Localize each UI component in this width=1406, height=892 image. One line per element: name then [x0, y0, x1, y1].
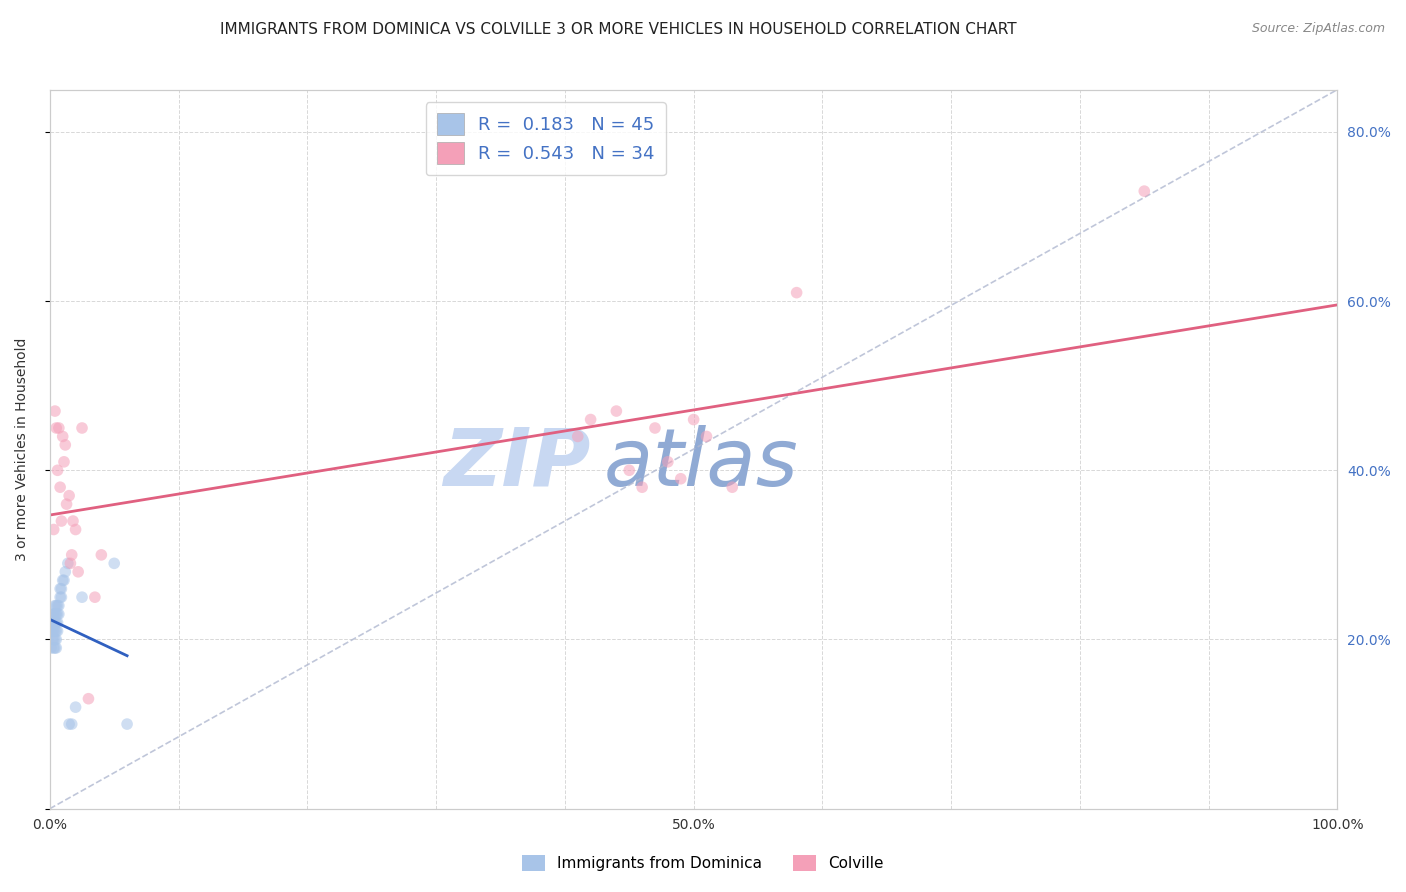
Point: [669, 472, 692, 486]
Point: [115, 717, 138, 731]
Point: [45, 615, 67, 630]
Point: [695, 429, 717, 443]
Point: [42, 632, 65, 647]
Point: [45, 632, 67, 647]
Point: [67, 565, 90, 579]
Point: [53, 565, 76, 579]
Point: [44, 632, 66, 647]
Text: Source: ZipAtlas.com: Source: ZipAtlas.com: [1251, 22, 1385, 36]
Point: [786, 285, 808, 300]
Point: [62, 514, 84, 528]
Point: [51, 514, 73, 528]
Point: [579, 412, 602, 426]
Point: [51, 582, 73, 596]
Point: [53, 574, 76, 588]
Point: [51, 590, 73, 604]
Point: [45, 640, 67, 655]
Point: [682, 412, 704, 426]
Text: ZIP: ZIP: [443, 425, 591, 502]
Point: [44, 607, 66, 621]
Point: [70, 590, 93, 604]
Point: [721, 480, 744, 494]
Point: [44, 615, 66, 630]
Y-axis label: 3 or more Vehicles in Household: 3 or more Vehicles in Household: [15, 337, 30, 561]
Point: [44, 624, 66, 638]
Point: [59, 557, 82, 571]
Point: [77, 691, 100, 706]
Point: [60, 548, 83, 562]
Point: [41, 624, 63, 638]
Point: [39, 624, 62, 638]
Point: [644, 421, 666, 435]
Point: [53, 455, 76, 469]
Point: [44, 404, 66, 418]
Point: [42, 615, 65, 630]
Point: [56, 557, 79, 571]
Point: [46, 624, 69, 638]
Point: [46, 599, 69, 613]
Point: [65, 523, 87, 537]
Point: [49, 590, 72, 604]
Point: [48, 421, 70, 435]
Point: [49, 480, 72, 494]
Point: [619, 463, 641, 477]
Point: [90, 548, 112, 562]
Point: [46, 607, 69, 621]
Point: [46, 615, 69, 630]
Point: [49, 582, 72, 596]
Point: [46, 463, 69, 477]
Point: [41, 632, 63, 647]
Point: [52, 574, 75, 588]
Point: [44, 640, 66, 655]
Point: [41, 615, 63, 630]
Point: [657, 455, 679, 469]
Legend: Immigrants from Dominica, Colville: Immigrants from Dominica, Colville: [516, 849, 890, 877]
Legend: R =  0.183   N = 45, R =  0.543   N = 34: R = 0.183 N = 45, R = 0.543 N = 34: [426, 103, 665, 175]
Point: [53, 438, 76, 452]
Point: [83, 590, 105, 604]
Point: [605, 404, 627, 418]
Point: [52, 429, 75, 443]
Point: [41, 607, 63, 621]
Point: [42, 624, 65, 638]
Point: [42, 523, 65, 537]
Point: [39, 615, 62, 630]
Point: [70, 421, 93, 435]
Point: [45, 599, 67, 613]
Point: [60, 717, 83, 731]
Point: [55, 497, 77, 511]
Point: [58, 717, 80, 731]
Point: [45, 421, 67, 435]
Point: [42, 615, 65, 630]
Point: [42, 607, 65, 621]
Text: atlas: atlas: [603, 425, 799, 502]
Point: [58, 489, 80, 503]
Text: IMMIGRANTS FROM DOMINICA VS COLVILLE 3 OR MORE VEHICLES IN HOUSEHOLD CORRELATION: IMMIGRANTS FROM DOMINICA VS COLVILLE 3 O…: [221, 22, 1017, 37]
Point: [45, 607, 67, 621]
Point: [44, 599, 66, 613]
Point: [1133, 184, 1156, 198]
Point: [42, 640, 65, 655]
Point: [45, 624, 67, 638]
Point: [48, 607, 70, 621]
Point: [631, 480, 654, 494]
Point: [48, 599, 70, 613]
Point: [39, 640, 62, 655]
Point: [567, 429, 589, 443]
Point: [103, 557, 125, 571]
Point: [65, 700, 87, 714]
